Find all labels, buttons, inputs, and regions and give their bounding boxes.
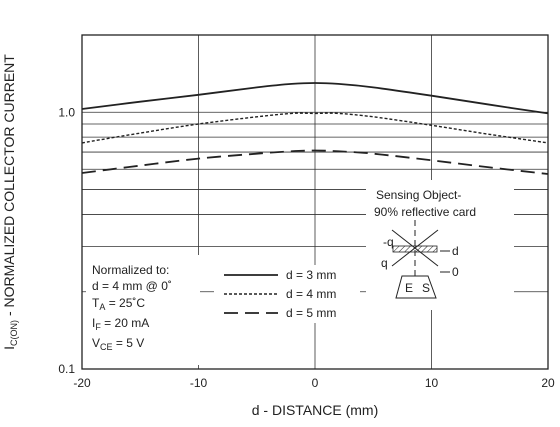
inset-box [366, 180, 514, 310]
inset-label-neg-q: -q [383, 235, 394, 249]
sensor-diagram-icon [391, 220, 450, 300]
y-tick-label: 1.0 [58, 105, 75, 119]
notes-box [86, 255, 200, 365]
legend-label: d = 4 mm [286, 287, 336, 301]
x-axis-label: d - DISTANCE (mm) [252, 402, 379, 418]
legend: d = 3 mm d = 4 mm d = 5 mm [224, 268, 336, 320]
inset-label-q: q [381, 256, 388, 270]
inset-label-zero: 0 [452, 265, 459, 279]
inset-label-s: S [422, 281, 430, 295]
x-tick-label: 10 [425, 376, 439, 390]
x-tick-label: -20 [73, 376, 91, 390]
y-tick-label: 0.1 [58, 362, 75, 376]
x-tick-labels: -20 -10 0 10 20 [73, 376, 555, 390]
note-normalized-to: Normalized to: [92, 263, 169, 277]
x-tick-label: 0 [312, 376, 319, 390]
inset-title-2: 90% reflective card [374, 205, 476, 219]
legend-label: d = 3 mm [286, 268, 336, 282]
y-axis-label: IC(ON) - NORMALIZED COLLECTOR CURRENT [1, 54, 19, 350]
series-line-1 [81, 82, 549, 115]
series-layer [81, 82, 549, 175]
legend-label: d = 5 mm [286, 306, 336, 320]
series-line-3 [81, 149, 549, 175]
x-tick-label: -10 [190, 376, 208, 390]
inset-label-d: d [452, 244, 459, 258]
note-if: IF = 20 mA [92, 316, 149, 332]
x-tick-label: 20 [541, 376, 555, 390]
inset-title-1: Sensing Object- [376, 188, 461, 202]
inset-label-e: E [405, 281, 413, 295]
series-line-2 [81, 112, 549, 144]
note-vce: VCE = 5 V [92, 336, 144, 352]
plot-frame [81, 34, 549, 370]
y-tick-labels: 1.0 0.1 [58, 105, 75, 376]
note-reference: d = 4 mm @ 0˚ [92, 279, 172, 293]
note-ta: TA = 25˚C [92, 296, 145, 312]
